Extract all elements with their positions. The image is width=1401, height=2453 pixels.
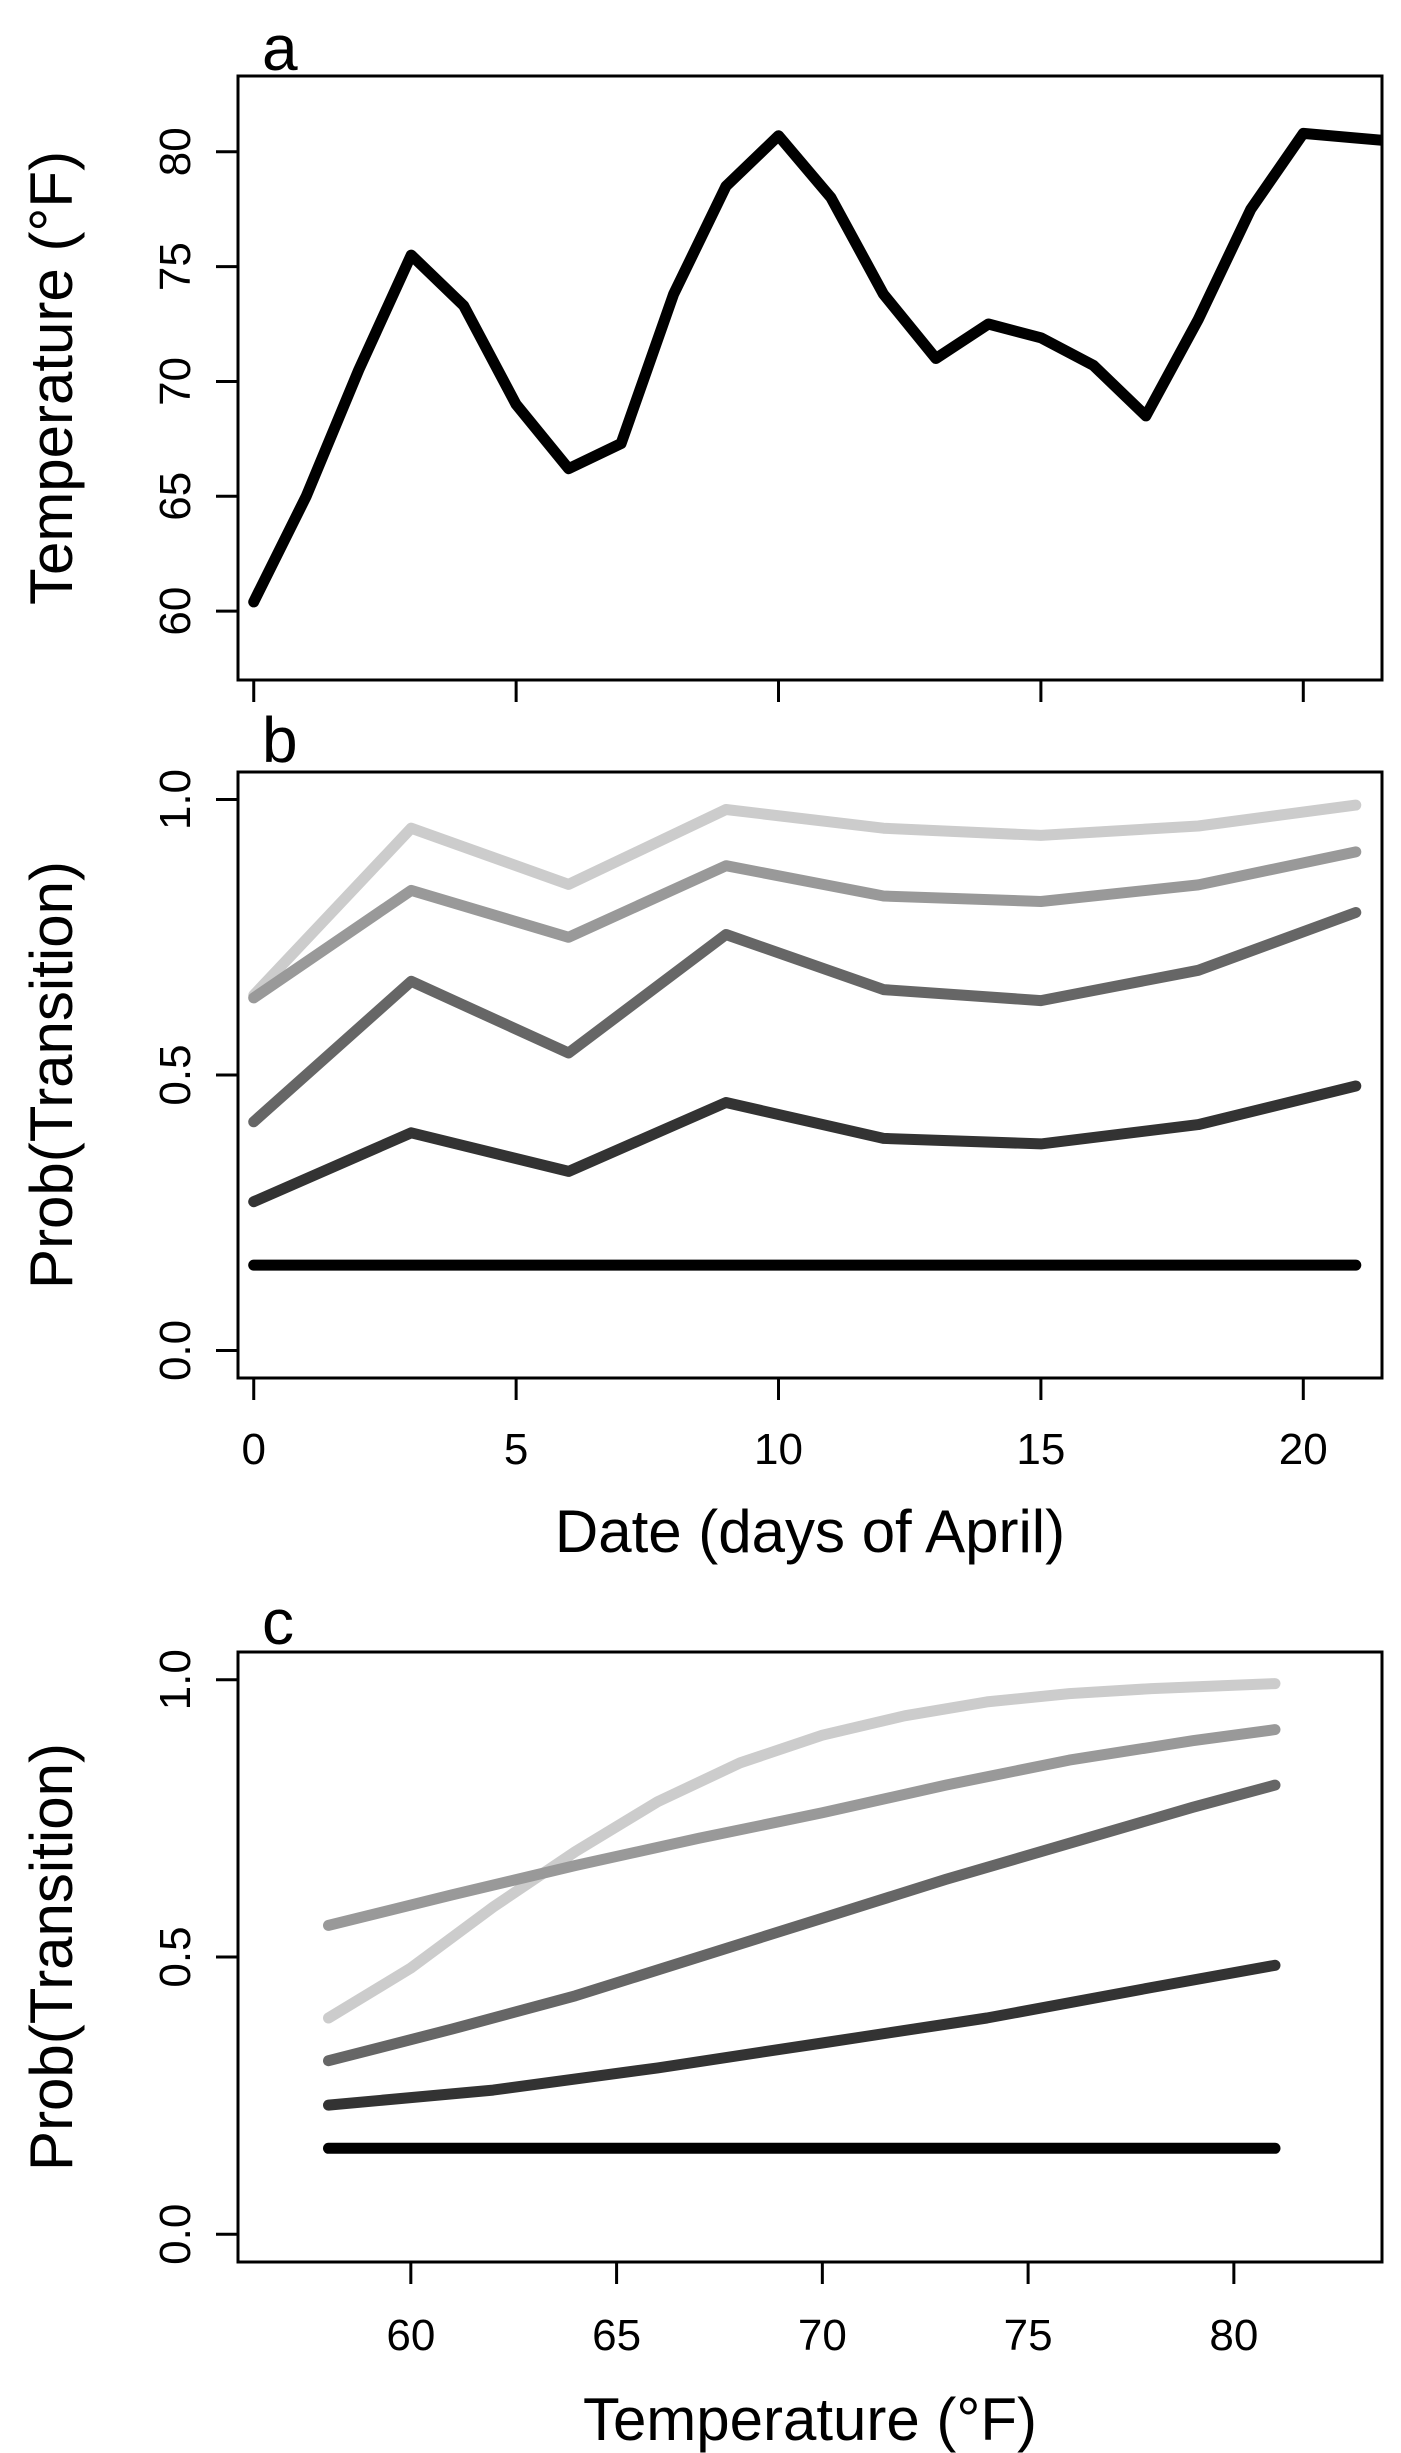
- y-tick-label: 80: [151, 127, 200, 176]
- y-axis-label: Temperature (°F): [18, 151, 85, 605]
- series-group: [248, 799, 1362, 1271]
- panel-c: 0.0 0.5 1.0 60 65 70 75 80 Prob(Transition) Tempe…: [18, 1586, 1384, 2453]
- y-tick-label: 1.0: [151, 769, 200, 830]
- x-tick-label: 60: [386, 2311, 435, 2360]
- y-tick-label: 0.5: [151, 1926, 200, 1987]
- y-axis-label: Prob(Transition): [18, 1743, 85, 2171]
- panel-label: c: [262, 1586, 294, 1658]
- plot-frame: [236, 74, 1384, 682]
- line-series-2: [248, 846, 1362, 1004]
- y-tick-label: 65: [151, 472, 200, 521]
- x-tick-label: 15: [1016, 1425, 1065, 1474]
- y-tick-label: 75: [151, 242, 200, 291]
- y-tick-label: 0.0: [151, 1320, 200, 1381]
- series-group: [323, 1678, 1281, 2154]
- x-tick-label: 70: [798, 2311, 847, 2360]
- series-group: [248, 127, 1382, 608]
- x-axis-label: Date (days of April): [555, 1498, 1065, 1565]
- line-series-2: [323, 1724, 1281, 1931]
- y-tick-label: 0.5: [151, 1044, 200, 1105]
- x-tick-label: 5: [504, 1425, 528, 1474]
- x-tick-label: 75: [1004, 2311, 1053, 2360]
- panel-label: b: [262, 704, 298, 776]
- x-tick-label: 65: [592, 2311, 641, 2360]
- y-tick-label: 0.0: [151, 2204, 200, 2265]
- panel-label: a: [262, 12, 298, 84]
- line-series-3: [248, 907, 1362, 1128]
- line-series-4: [323, 1959, 1281, 2111]
- panel-a: 60 65 70 75 80 Temperature (°F) a: [18, 12, 1384, 702]
- y-tick-label: 60: [151, 587, 200, 636]
- line-series-3: [323, 1779, 1281, 2067]
- x-tick-label: 20: [1279, 1425, 1328, 1474]
- line-temperature: [248, 127, 1382, 608]
- line-series-1: [248, 799, 1362, 1001]
- x-tick-label: 10: [754, 1425, 803, 1474]
- line-series-4: [248, 1080, 1362, 1208]
- y-tick-label: 70: [151, 357, 200, 406]
- x-tick-label: 80: [1209, 2311, 1258, 2360]
- y-tick-label: 1.0: [151, 1649, 200, 1710]
- x-axis-label: Temperature (°F): [583, 2386, 1037, 2453]
- plot-frame: [236, 770, 1384, 1380]
- panel-b: 0.0 0.5 1.0 0 5 10 15 20 Prob(Transition) Date (d…: [18, 704, 1384, 1565]
- y-axis-label: Prob(Transition): [18, 861, 85, 1289]
- line-series-1: [323, 1678, 1281, 2024]
- x-tick-label: 0: [242, 1425, 266, 1474]
